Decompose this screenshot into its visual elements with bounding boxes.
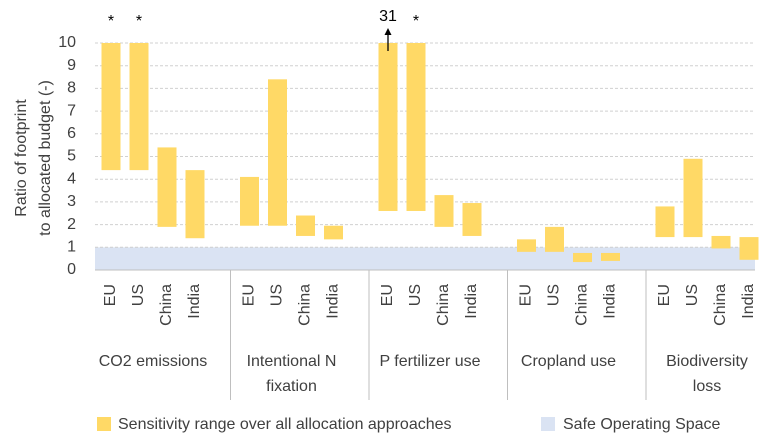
x-tick-label: China: [297, 284, 314, 326]
y-tick-label: 0: [67, 261, 76, 278]
y-tick-label: 10: [58, 34, 76, 51]
x-tick-label: US: [269, 284, 286, 306]
x-tick-label: EU: [102, 284, 119, 306]
y-axis-label: Ratio of footprint to allocated budget (-…: [13, 80, 54, 236]
y-tick-label: 8: [67, 80, 76, 97]
x-tick-label: EU: [241, 284, 258, 306]
x-tick-label: China: [435, 284, 452, 326]
x-tick-label: US: [130, 284, 147, 306]
group-label: CO2 emissions: [99, 353, 207, 370]
x-tick-label: India: [186, 284, 203, 319]
range-bar: [711, 235, 731, 249]
group-label: Cropland use: [521, 353, 616, 370]
legend-swatch: [541, 417, 555, 431]
x-tick-label: China: [574, 284, 591, 326]
range-bar: [462, 203, 482, 236]
bar-note: *: [108, 13, 114, 30]
legend-swatch: [97, 417, 111, 431]
y-tick-label: 9: [67, 57, 76, 74]
y-tick-label: 7: [67, 102, 76, 119]
group-label: Biodiversity loss: [666, 353, 748, 395]
x-tick-label: EU: [379, 284, 396, 306]
x-tick-label: China: [712, 284, 729, 326]
bar-note: 31: [379, 8, 397, 25]
range-bar: [296, 215, 315, 236]
x-tick-label: EU: [518, 284, 535, 306]
range-bar: [101, 43, 121, 171]
range-bar: [157, 147, 177, 227]
safe-space: [95, 247, 755, 270]
x-tick-label: India: [325, 284, 342, 319]
range-bar: [739, 237, 759, 260]
legend-label: Sensitivity range over all allocation ap…: [118, 416, 452, 433]
y-tick-label: 5: [67, 148, 76, 165]
y-tick-label: 4: [67, 170, 76, 187]
x-tick-label: India: [740, 284, 757, 319]
x-tick-label: India: [602, 284, 619, 319]
x-tick-label: US: [684, 284, 701, 306]
range-bar: [185, 170, 205, 239]
range-bar: [573, 252, 592, 263]
x-tick-label: India: [463, 284, 480, 319]
legend-label: Safe Operating Space: [563, 416, 721, 433]
range-bar: [655, 206, 675, 238]
x-tick-label: US: [407, 284, 424, 306]
range-bar: [517, 239, 536, 252]
y-tick-label: 6: [67, 125, 76, 142]
range-bar: [406, 43, 426, 211]
x-tick-label: EU: [656, 284, 673, 306]
range-bar: [683, 158, 703, 238]
range-bar: [378, 43, 398, 211]
range-bar: [240, 176, 259, 226]
y-tick-label: 1: [67, 239, 76, 256]
range-bar: [434, 195, 454, 227]
y-tick-label: 3: [67, 193, 76, 210]
range-bar: [268, 79, 287, 226]
bar-note: *: [136, 13, 142, 30]
group-label: P fertilizer use: [379, 353, 480, 370]
note-arrowhead: [384, 28, 392, 35]
range-bar: [324, 225, 343, 240]
range-bar: [601, 252, 620, 261]
x-tick-label: US: [546, 284, 563, 306]
x-tick-label: China: [158, 284, 175, 326]
y-label-group: Ratio of footprint to allocated budget (-…: [13, 80, 54, 236]
y-tick-label: 2: [67, 216, 76, 233]
range-bar: [545, 226, 564, 252]
range-bar: [129, 43, 149, 171]
bar-note: *: [413, 13, 419, 30]
